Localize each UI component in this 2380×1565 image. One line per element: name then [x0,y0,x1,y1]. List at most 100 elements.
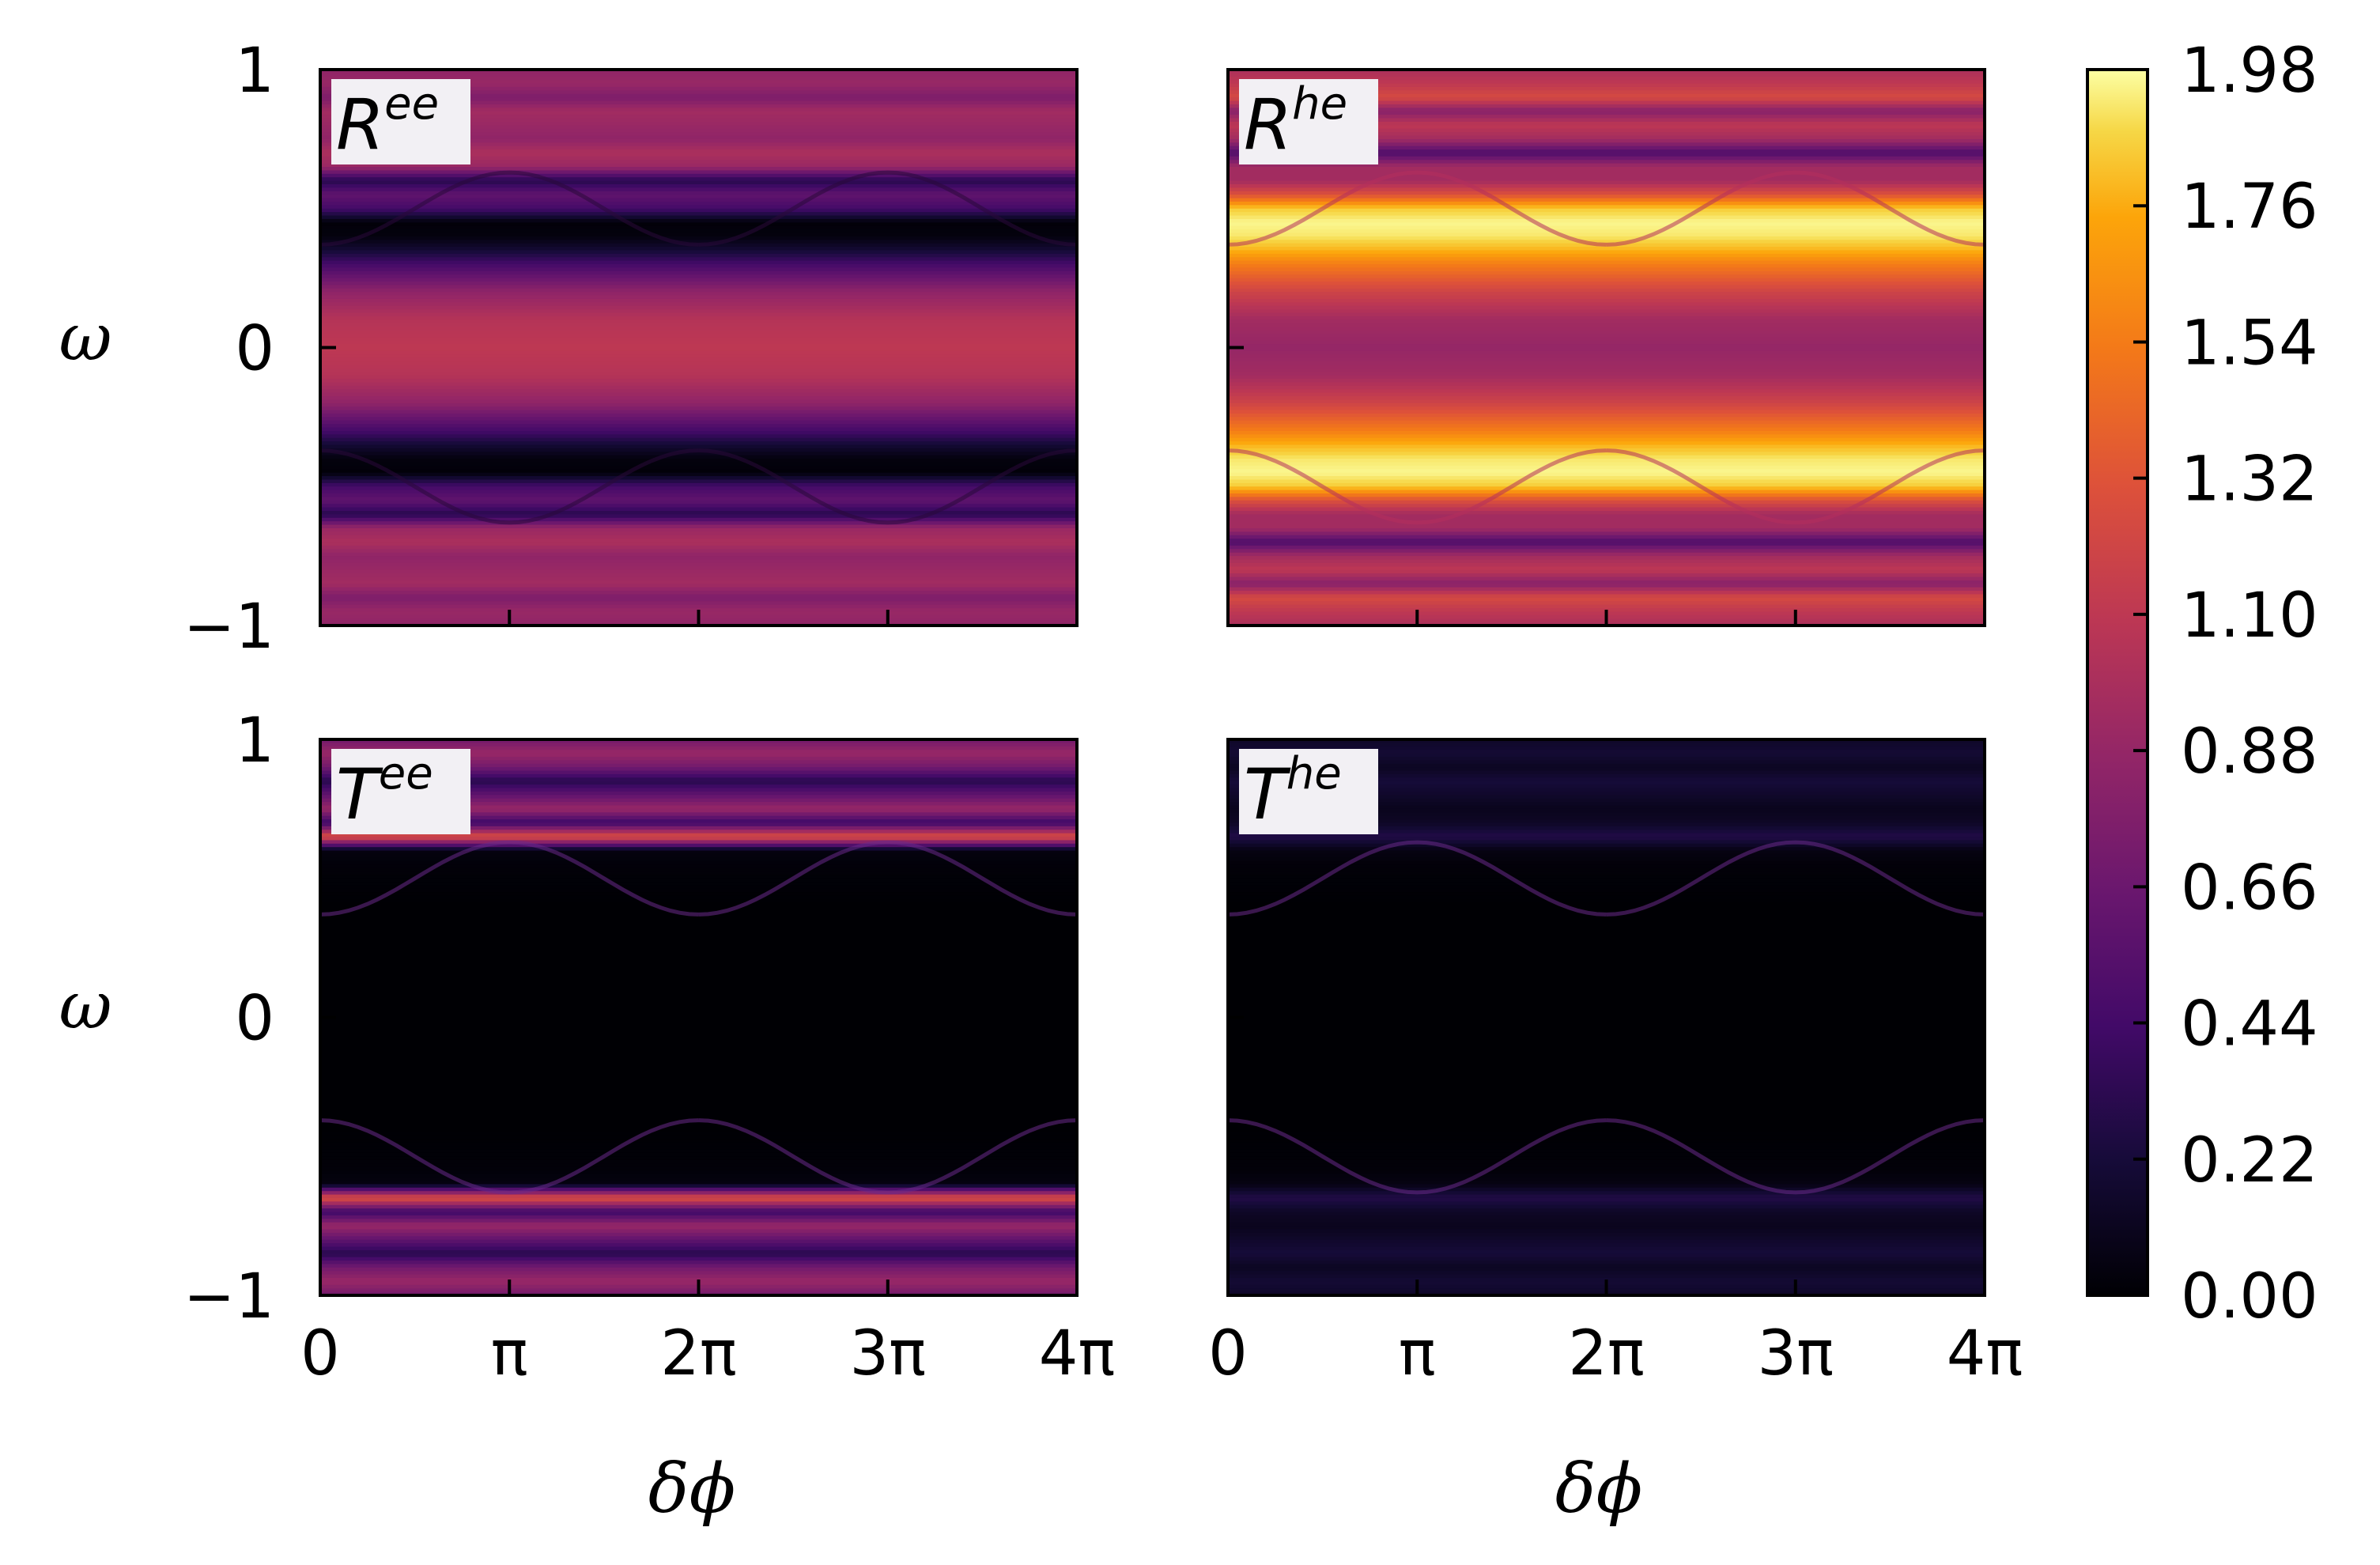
heat-cell [320,527,1077,533]
heat-cell [1228,784,1985,789]
heat-cell [320,282,1077,286]
heat-cell [320,1038,1077,1043]
heat-cell [320,920,1077,924]
heat-cell [320,327,1077,331]
heat-cell [320,1239,1077,1244]
heat-cell [1228,236,1985,241]
heat-cell [320,962,1077,966]
heat-cell [1228,191,1985,195]
heat-cell [1228,80,1985,85]
heat-cell [1228,354,1985,359]
colorbar-tick-label: 1.54 [2181,308,2318,379]
heat-cell [320,1197,1077,1203]
heat-cell [1228,965,1985,970]
heat-cell [1228,111,1985,115]
heat-cell [1228,225,1985,230]
heat-cell [320,569,1077,574]
heatmap-Tee [320,739,1077,1295]
panel-label-Tee: Tee [331,748,470,835]
heat-cell [1228,743,1985,747]
colorbar-tick-label: 1.76 [2181,172,2318,243]
colorbar-gradient [2086,68,2149,1297]
heat-cell [1228,173,1985,178]
heat-cell [320,902,1077,907]
heat-cell [320,482,1077,488]
heat-cell [1228,1128,1985,1133]
heat-cell [1228,1114,1985,1119]
heat-cell [320,323,1077,327]
heat-cell [1228,1024,1985,1029]
heat-cell [1228,247,1985,251]
heat-cell [1228,455,1985,459]
heat-cell [1228,452,1985,456]
heat-cell [1228,493,1985,498]
heat-cell [1228,753,1985,758]
heat-cell [320,552,1077,557]
heat-cell [320,1184,1077,1189]
heat-cell [1228,430,1985,436]
heat-cell [1228,187,1985,192]
heat-cell [1228,527,1985,533]
heat-cell [320,1249,1077,1255]
heat-cell [320,750,1077,754]
heat-cell [320,278,1077,282]
x-axis-label-left: δϕ [648,1450,735,1529]
heat-cell [320,295,1077,300]
heat-cell [1228,580,1985,585]
heat-cell [1228,878,1985,883]
heat-cell [320,250,1077,255]
heat-cell [320,1007,1077,1011]
heat-cell [320,763,1077,768]
heat-cell [1228,160,1985,164]
heat-cell [320,215,1077,220]
heat-cell [320,1271,1077,1276]
panel-Tee: Tee 0 π 2π 3π 4π −1 0 1 [183,705,1115,1389]
heat-cell [1228,1170,1985,1175]
heat-cell [1228,482,1985,488]
heat-cell [320,1097,1077,1102]
x-axis-label-right: δϕ [1555,1450,1642,1529]
heat-cell [320,968,1077,973]
heat-cell [1228,1132,1985,1136]
heat-cell [1228,739,1985,744]
heat-cell [1228,947,1985,952]
heat-cell [320,497,1077,501]
heat-cell [320,500,1077,505]
heat-cell [320,253,1077,259]
heat-cell [1228,597,1985,603]
heat-cell [320,951,1077,956]
heat-cell [320,444,1077,449]
heat-cell [1228,808,1985,814]
resonance-lines [1228,170,1985,525]
heat-cell [320,389,1077,394]
heat-cell [1228,104,1985,109]
heat-cell [320,756,1077,762]
heat-cell [1228,396,1985,401]
heat-cell [1228,215,1985,220]
heat-cell [320,1166,1077,1171]
heat-cell [1228,972,1985,977]
heat-cell [320,1121,1077,1126]
heat-cell [320,989,1077,994]
heat-cell [1228,472,1985,477]
heat-cell [1228,208,1985,213]
heat-cell [320,545,1077,550]
heat-cell [320,1261,1077,1265]
heat-cell [320,1236,1077,1241]
heat-cell [1228,330,1985,335]
heat-cell [1228,521,1985,526]
heat-cell [1228,108,1985,112]
heat-cell [320,559,1077,564]
heat-cell [1228,1274,1985,1279]
heat-cell [1228,514,1985,519]
heat-cell [320,576,1077,581]
heat-cell [320,1191,1077,1196]
heat-cell [1228,760,1985,765]
y-tick-label: 1 [235,705,274,777]
heat-cell [1228,1246,1985,1251]
heat-cell [1228,885,1985,890]
heat-cell [1228,770,1985,775]
heat-cell [320,1159,1077,1164]
heat-cell [320,260,1077,265]
heat-cell [1228,1045,1985,1049]
